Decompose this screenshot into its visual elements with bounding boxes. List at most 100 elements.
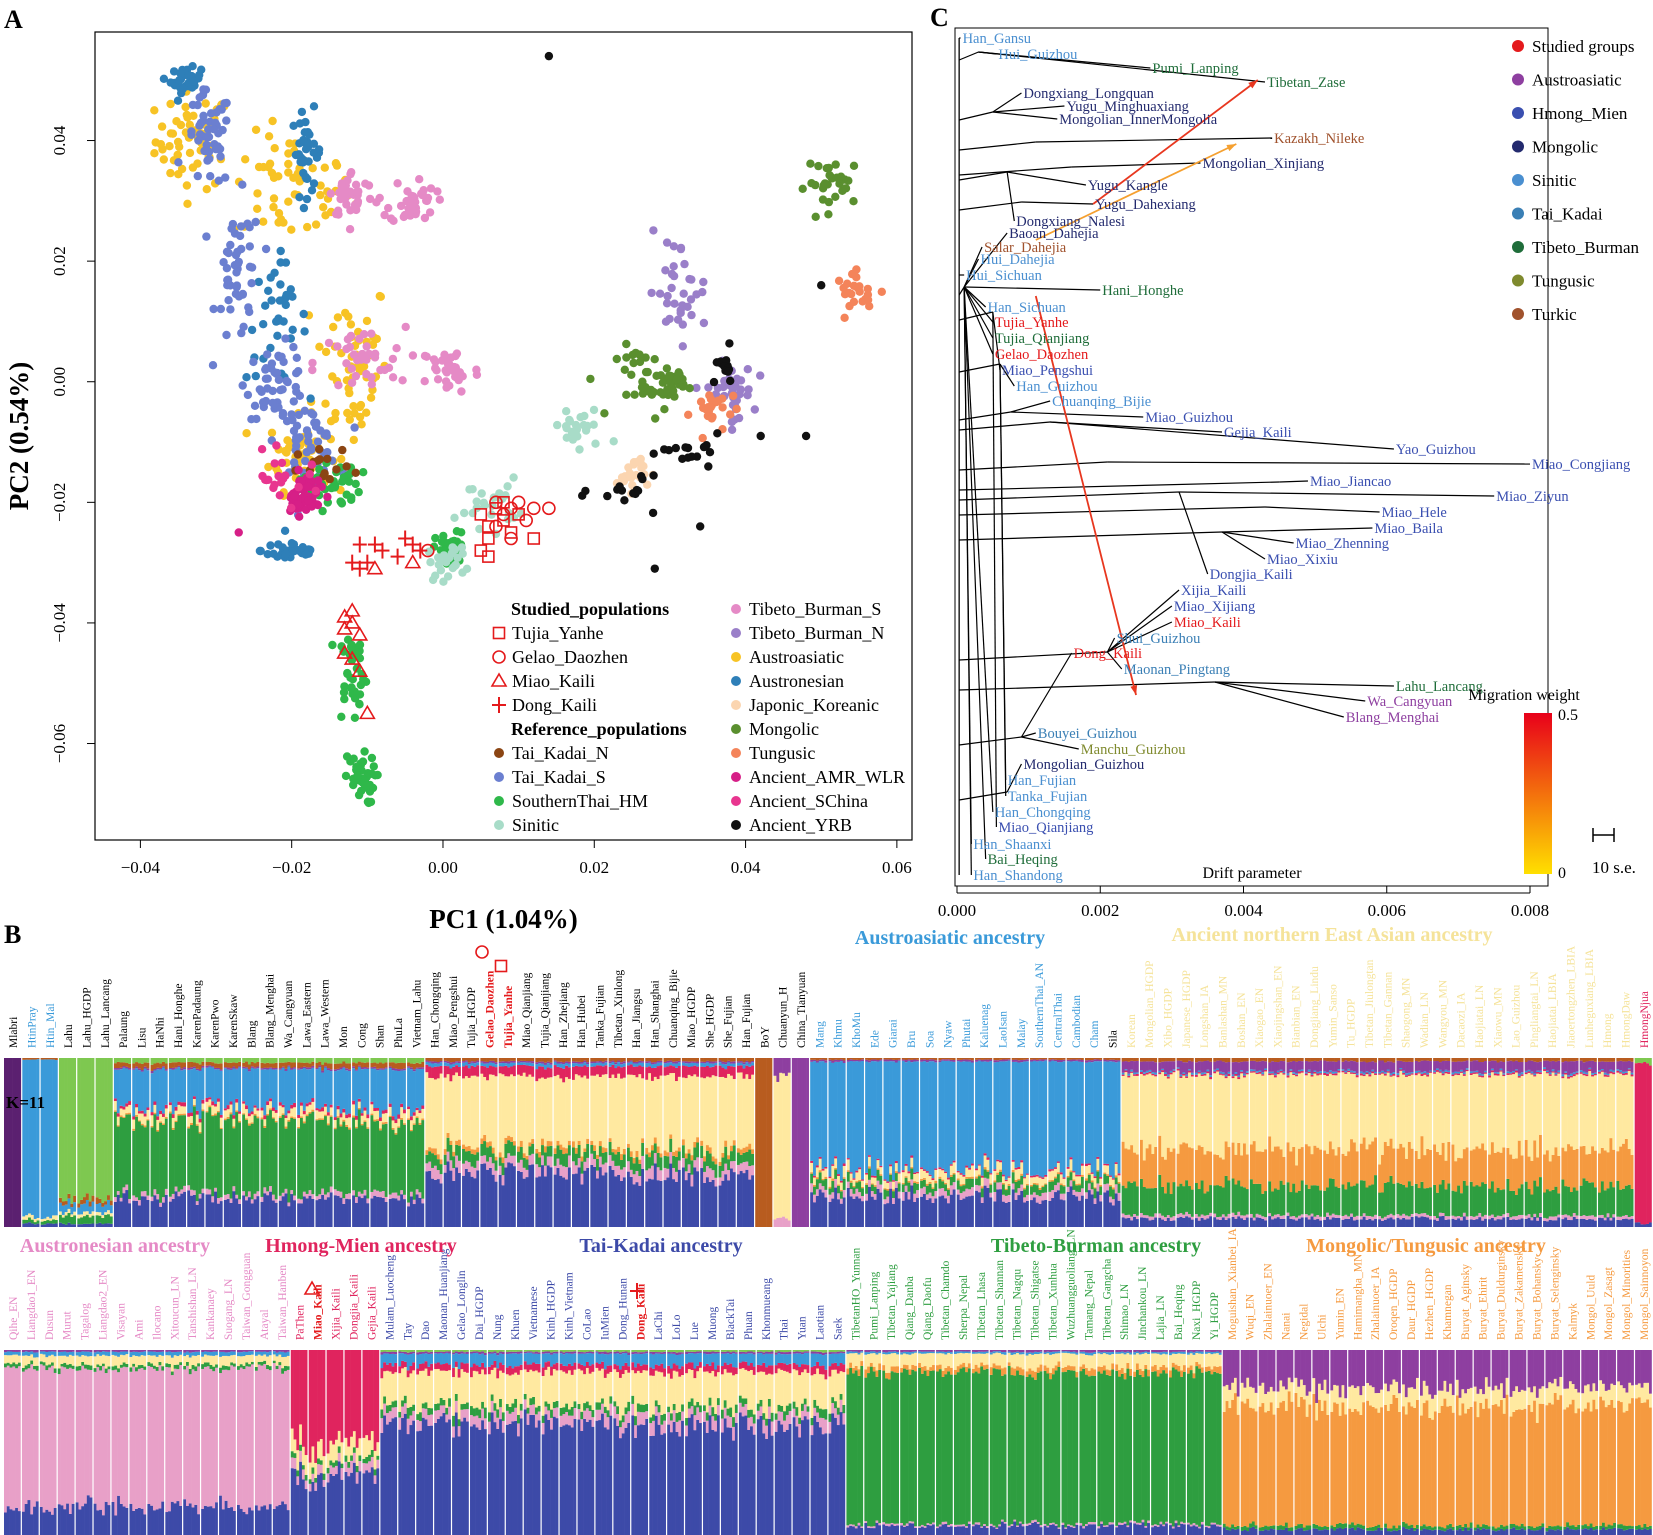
admixture-segment <box>1117 1183 1121 1193</box>
admixture-segment <box>333 1071 337 1118</box>
ref-point-tibeto_burman_s <box>393 179 402 188</box>
admixture-segment <box>1041 1200 1045 1227</box>
admixture-segment <box>946 1203 951 1227</box>
admixture-segment <box>773 1075 777 1220</box>
legend-entry: Tujia_Yanhe <box>512 623 604 643</box>
admixture-segment <box>696 1142 700 1158</box>
admixture-segment <box>418 1069 422 1111</box>
admixture-separator <box>918 1058 921 1227</box>
admixture-pop-label: China_Tianyuan <box>796 972 808 1048</box>
admixture-separator <box>937 1058 939 1227</box>
ref-point-tai_kadai_s <box>214 144 223 154</box>
admixture-segment <box>1066 1175 1070 1178</box>
admixture-segment <box>684 1058 688 1062</box>
admixture-segment <box>546 1077 550 1142</box>
admixture-segment <box>336 1190 340 1196</box>
ref-point-southernthai_hm <box>360 747 369 756</box>
admixture-segment <box>67 1208 71 1213</box>
ref-point-southernthai_hm <box>328 640 337 650</box>
admixture-segment <box>164 1058 168 1064</box>
admixture-segment <box>839 1061 844 1181</box>
ref-point-austroasiatic <box>177 164 187 174</box>
admixture-pop-label: Hani_Honghe <box>173 983 185 1048</box>
admixture-segment <box>391 1192 395 1199</box>
admixture-segment <box>498 1157 502 1166</box>
admixture-segment <box>1011 1059 1015 1062</box>
admixture-segment <box>648 1062 652 1067</box>
admixture-segment <box>839 1189 844 1192</box>
admixture-segment <box>708 1168 712 1182</box>
admixture-separator <box>589 1058 591 1227</box>
admixture-segment <box>297 1114 301 1118</box>
admixture-segment <box>208 1066 212 1098</box>
ref-point-tibeto_burman_s <box>343 335 353 344</box>
admixture-segment <box>617 1073 621 1147</box>
admixture-segment <box>913 1201 917 1227</box>
admixture-segment <box>1007 1185 1011 1195</box>
admixture-segment <box>381 1198 386 1227</box>
tree-leaf-branch <box>1214 681 1344 718</box>
admixture-segment <box>507 1067 511 1077</box>
admixture-segment <box>198 1193 202 1199</box>
admixture-segment <box>1044 1059 1048 1061</box>
admixture-segment <box>559 1063 563 1068</box>
admixture-segment <box>861 1059 865 1062</box>
admixture-segment <box>925 1062 929 1172</box>
admixture-segment <box>622 1154 627 1168</box>
admixture-segment <box>329 1069 333 1072</box>
admixture-segment <box>132 1063 136 1069</box>
tree-leaf-label: Hui_Guizhou <box>998 47 1077 63</box>
admixture-segment <box>901 1058 905 1060</box>
admixture-segment <box>137 1205 142 1227</box>
admixture-segment <box>1041 1178 1045 1186</box>
admixture-segment <box>297 1126 301 1129</box>
admixture-segment <box>934 1060 938 1063</box>
admixture-segment <box>593 1066 597 1076</box>
admixture-segment <box>727 1066 731 1074</box>
tree-leaf-label: Tujia_Qianjiang <box>995 331 1090 347</box>
admixture-segment <box>1017 1062 1021 1167</box>
admixture-segment <box>1059 1058 1063 1060</box>
admixture-segment <box>672 1151 676 1156</box>
admixture-segment <box>965 1061 969 1166</box>
admixture-segment <box>608 1058 612 1062</box>
admixture-segment <box>67 1212 71 1223</box>
admixture-segment <box>846 1058 850 1060</box>
admixture-segment <box>721 1061 725 1064</box>
ref-point-sinitic <box>462 564 472 573</box>
tree-leaf-label: Dongjia_Kaili <box>1210 567 1293 583</box>
admixture-segment <box>938 1188 942 1197</box>
admixture-segment <box>135 1068 139 1104</box>
admixture-separator <box>1028 1058 1031 1227</box>
admixture-segment <box>946 1189 951 1196</box>
migration-arrowhead <box>1130 685 1138 695</box>
ref-point-tai_kadai_s <box>278 385 287 394</box>
admixture-segment <box>88 1217 92 1224</box>
admixture-segment <box>517 1074 521 1147</box>
admixture-segment <box>183 1115 187 1186</box>
admixture-segment <box>567 1145 572 1156</box>
admixture-segment <box>684 1063 688 1067</box>
admixture-segment <box>873 1194 877 1200</box>
admixture-segment <box>892 1058 896 1060</box>
admixture-segment <box>510 1141 514 1156</box>
admixture-segment <box>247 1113 252 1117</box>
admixture-segment <box>318 1109 322 1112</box>
admixture-segment <box>696 1058 700 1062</box>
ref-point-tibeto_burman_n <box>727 417 737 427</box>
admixture-segment <box>1080 1060 1085 1062</box>
admixture-segment <box>190 1112 194 1117</box>
admixture-segment <box>315 1058 319 1063</box>
admixture-segment <box>522 1157 526 1168</box>
tree-branch <box>959 681 1215 691</box>
admixture-segment <box>187 1185 191 1191</box>
admixture-segment <box>425 1163 429 1172</box>
admixture-segment <box>266 1115 270 1192</box>
admixture-segment <box>253 1107 257 1114</box>
ref-point-mongolic <box>622 390 631 399</box>
admixture-segment <box>1044 1192 1048 1200</box>
admixture-segment <box>672 1061 676 1064</box>
admixture-segment <box>223 1120 228 1195</box>
admixture-segment <box>25 1223 29 1227</box>
